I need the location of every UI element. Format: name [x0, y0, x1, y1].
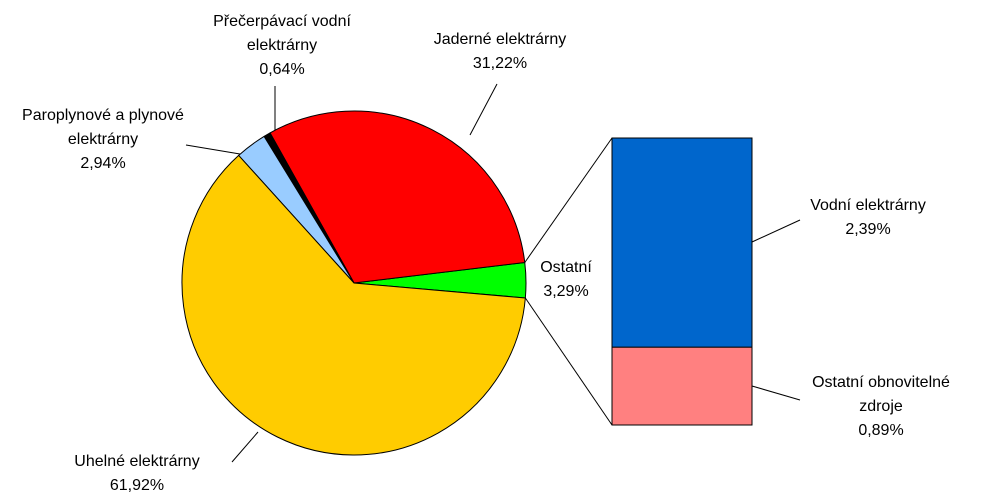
bar-segment	[611, 346, 753, 426]
value-label: 31,22%	[472, 55, 528, 72]
leader-line	[469, 83, 498, 136]
category-label: Paroplynové a plynové elektrárny	[22, 107, 184, 148]
category-label: Vodní elektrárny	[810, 197, 926, 214]
data-label: Ostatní obnovitelné zdroje 0,89%	[789, 371, 974, 443]
category-label: Přečerpávací vodní elektrárny	[213, 13, 351, 54]
connector-line	[524, 137, 613, 263]
leader-line	[751, 219, 801, 243]
leader-lines	[185, 83, 801, 463]
leader-line	[751, 385, 801, 401]
value-label: 2,94%	[80, 155, 126, 172]
bar-segment	[611, 137, 753, 348]
value-label: 0,64%	[259, 61, 305, 78]
leader-line	[231, 431, 259, 463]
value-label: 0,89%	[858, 422, 904, 439]
value-label: 2,39%	[845, 221, 891, 238]
category-label: Ostatní obnovitelné zdroje	[812, 374, 950, 415]
data-label: Paroplynové a plynové elektrárny 2,94%	[16, 104, 191, 176]
data-label: Jaderné elektrárny 31,22%	[400, 28, 600, 76]
connector-line	[524, 297, 613, 426]
data-label: Vodní elektrárny 2,39%	[768, 194, 968, 242]
category-label: Uhelné elektrárny	[74, 453, 200, 470]
data-label: Ostatní 3,29%	[526, 256, 606, 304]
value-label: 3,29%	[543, 283, 589, 300]
leader-line	[185, 144, 247, 156]
data-label: Přečerpávací vodní elektrárny 0,64%	[187, 10, 377, 82]
category-label: Ostatní	[540, 259, 592, 276]
pie-slice	[269, 110, 526, 284]
pie-slice	[181, 154, 526, 456]
category-label: Jaderné elektrárny	[433, 31, 567, 48]
value-label: 61,92%	[109, 477, 165, 494]
data-label: Uhelné elektrárny 61,92%	[37, 450, 237, 497]
